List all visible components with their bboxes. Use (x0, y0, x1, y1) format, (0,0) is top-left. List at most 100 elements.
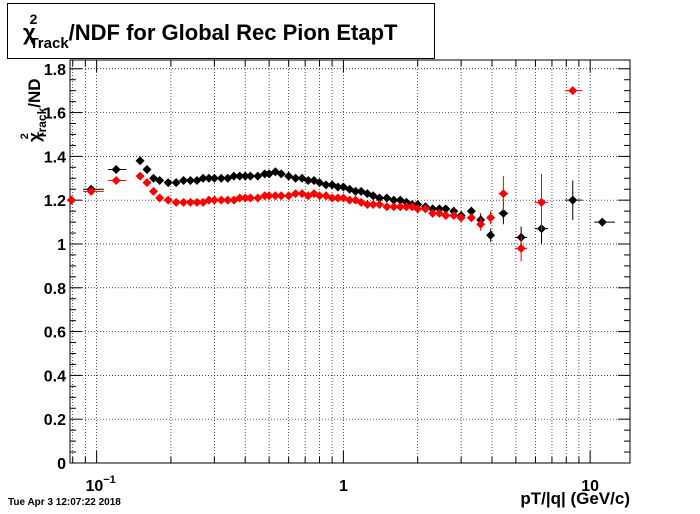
point-marker (204, 173, 214, 183)
point-marker (253, 193, 263, 203)
point-marker (362, 200, 372, 210)
y-tick-label: 0.8 (44, 281, 66, 298)
grid-lines (70, 60, 630, 464)
point-marker (111, 165, 121, 175)
data-point (253, 193, 263, 203)
data-point (333, 182, 343, 192)
data-point (142, 165, 152, 175)
data-point (264, 191, 274, 201)
point-marker (389, 195, 399, 205)
chart-title-symbol: χ (23, 20, 36, 45)
point-marker (185, 197, 195, 207)
point-marker (155, 175, 165, 185)
x-tick-label: 1 (339, 478, 348, 495)
chart-title-superscript: 2 (30, 11, 38, 27)
data-point (498, 202, 509, 225)
y-tick-label: 0.4 (44, 368, 66, 385)
data-point (466, 213, 476, 223)
data-point (327, 193, 337, 203)
point-marker (253, 171, 263, 181)
y-axis-title-superscript: 2 (19, 133, 31, 139)
y-tick-label: 0.2 (44, 412, 66, 429)
data-point (441, 204, 451, 214)
point-marker (382, 193, 392, 203)
point-marker (192, 197, 202, 207)
data-point (314, 191, 324, 201)
data-point (284, 191, 294, 201)
point-marker (441, 204, 451, 214)
data-point (374, 193, 384, 203)
y-tick-label: 0 (57, 456, 66, 473)
point-marker (270, 191, 280, 201)
y-axis-title-text: /ND (25, 78, 44, 107)
point-marker (216, 173, 226, 183)
point-marker (276, 169, 286, 179)
point-marker (198, 173, 208, 183)
data-point (198, 173, 208, 183)
x-tick-label: 10 (581, 478, 599, 495)
y-axis-title-subscript: Track (35, 107, 49, 139)
point-marker (314, 191, 324, 201)
point-marker (420, 204, 430, 214)
data-point (163, 195, 173, 205)
point-marker (568, 195, 578, 205)
data-point (204, 195, 214, 205)
y-tick-label: 1 (57, 237, 66, 254)
data-point (240, 171, 250, 181)
data-point (276, 169, 286, 179)
point-marker (498, 189, 508, 199)
data-point (135, 171, 145, 181)
point-marker (163, 178, 173, 188)
data-point (245, 171, 255, 181)
point-marker (135, 171, 145, 181)
axis-ticks (70, 60, 630, 464)
data-point (420, 204, 430, 214)
y-tick-label: 1.8 (44, 62, 66, 79)
point-marker (333, 182, 343, 192)
y-axis-title: χ2 Track/ND (19, 78, 49, 142)
point-marker (486, 213, 496, 223)
data-point (235, 171, 245, 181)
point-marker (456, 213, 466, 223)
data-point (291, 189, 301, 199)
point-marker (395, 202, 405, 212)
data-point (413, 204, 423, 214)
point-marker (86, 186, 96, 196)
data-point (362, 200, 372, 210)
point-marker (276, 191, 286, 201)
series-1 (66, 86, 583, 262)
data-point (401, 202, 411, 212)
point-marker (333, 193, 343, 203)
point-marker (374, 200, 384, 210)
point-marker (209, 195, 219, 205)
data-point (456, 213, 466, 223)
data-point (564, 86, 583, 96)
data-point (135, 156, 145, 166)
point-marker (235, 171, 245, 181)
point-marker (466, 213, 476, 223)
data-point (192, 197, 202, 207)
data-point (142, 178, 152, 188)
point-marker (245, 193, 255, 203)
y-axis-title-symbol: χ (25, 132, 44, 142)
point-marker (303, 175, 313, 185)
data-point (441, 211, 451, 221)
data-series (66, 86, 615, 262)
point-marker (264, 191, 274, 201)
point-marker (284, 191, 294, 201)
point-marker (382, 202, 392, 212)
point-marker (240, 193, 250, 203)
data-point (389, 202, 399, 212)
data-point (395, 202, 405, 212)
data-point (333, 193, 343, 203)
point-marker (229, 171, 239, 181)
point-marker (389, 202, 399, 212)
data-point (564, 180, 583, 220)
point-marker (516, 243, 526, 253)
point-marker (179, 175, 189, 185)
data-point (498, 176, 509, 212)
point-marker (486, 230, 496, 240)
y-tick-label: 1.2 (44, 193, 66, 210)
point-marker (476, 219, 486, 229)
